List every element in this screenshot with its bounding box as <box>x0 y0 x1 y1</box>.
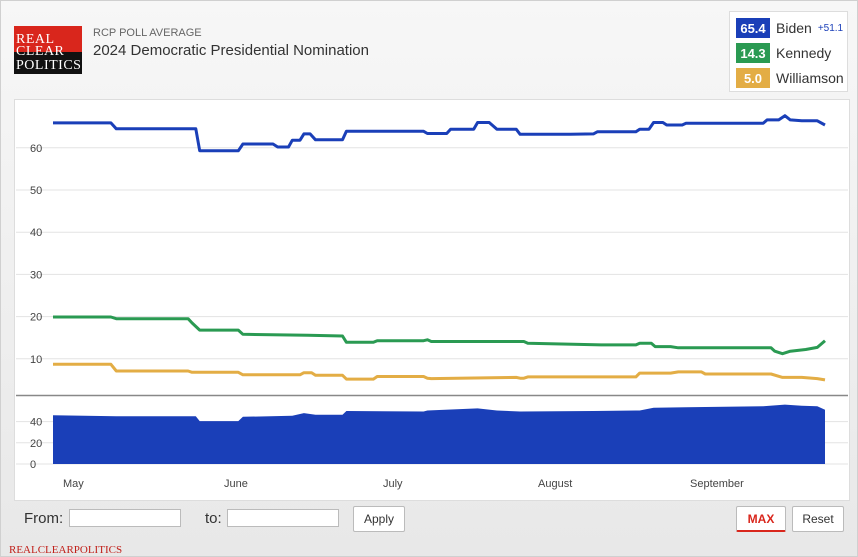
page-title: 2024 Democratic Presidential Nomination <box>93 42 369 59</box>
legend-name: Williamson <box>776 70 844 86</box>
spread-area <box>53 404 825 464</box>
logo-line-politics: POLITICS <box>16 58 82 73</box>
header-subtitle: RCP POLL AVERAGE <box>93 27 202 39</box>
from-date-input[interactable] <box>69 509 181 527</box>
max-button[interactable]: MAX <box>736 506 786 532</box>
reset-button[interactable]: Reset <box>792 506 844 532</box>
y-tick-label: 60 <box>30 143 42 155</box>
from-label: From: <box>24 510 64 527</box>
to-label: to: <box>205 510 222 527</box>
series-line-kennedy <box>53 315 826 356</box>
spread-tick-label: 20 <box>30 438 42 450</box>
logo-black-block <box>14 52 82 74</box>
legend-spread: +51.1 <box>817 22 844 34</box>
series-line-williamson <box>53 362 826 382</box>
logo-line-clear: CLEAR <box>16 44 65 59</box>
y-tick-label: 10 <box>30 354 42 366</box>
legend-value-badge: 65.4 <box>736 18 770 38</box>
spread-tick-label: 40 <box>30 417 42 429</box>
rcp-logo: REAL CLEAR POLITICS <box>14 26 82 74</box>
logo-red-block <box>14 26 82 52</box>
legend-name: Kennedy <box>776 45 832 61</box>
x-tick-label: September <box>690 478 744 490</box>
spread-tick-label: 0 <box>30 459 36 471</box>
legend-item-kennedy: 14.3 Kennedy <box>736 43 831 63</box>
legend-value-badge: 5.0 <box>736 68 770 88</box>
y-tick-label: 50 <box>30 185 42 197</box>
x-tick-label: June <box>224 478 248 490</box>
legend-name: Biden <box>776 20 812 36</box>
legend-value-badge: 14.3 <box>736 43 770 63</box>
series-line-biden <box>53 114 826 153</box>
x-tick-label: August <box>538 478 572 490</box>
x-tick-label: May <box>63 478 84 490</box>
y-tick-label: 40 <box>30 227 42 239</box>
apply-button[interactable]: Apply <box>353 506 405 532</box>
legend-item-williamson: 5.0 Williamson <box>736 68 844 88</box>
to-date-input[interactable] <box>227 509 339 527</box>
legend: 65.4 Biden +51.1 14.3 Kennedy 5.0 Willia… <box>729 11 848 92</box>
footer-brand: REALCLEARPOLITICS <box>9 544 123 556</box>
y-tick-label: 20 <box>30 312 42 324</box>
logo-line-real: REAL <box>16 32 55 47</box>
legend-item-biden: 65.4 Biden +51.1 <box>736 18 843 38</box>
date-range-controls: From: to: Apply MAX Reset <box>14 501 850 541</box>
x-tick-label: July <box>383 478 403 490</box>
y-tick-label: 30 <box>30 269 42 281</box>
